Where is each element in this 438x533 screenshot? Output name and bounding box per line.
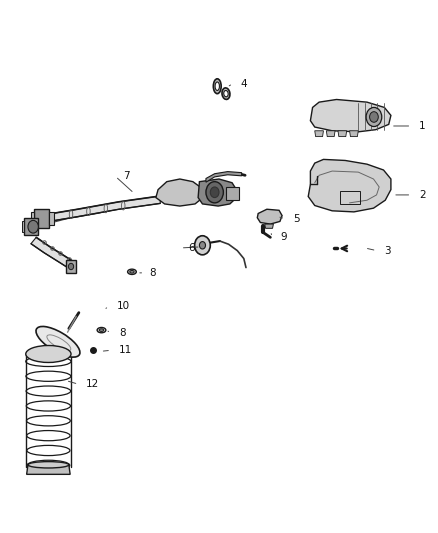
Text: 3: 3: [385, 246, 391, 256]
Polygon shape: [31, 213, 34, 225]
Polygon shape: [308, 159, 391, 212]
Circle shape: [68, 263, 74, 270]
Polygon shape: [49, 213, 53, 225]
Polygon shape: [311, 100, 391, 132]
Circle shape: [366, 108, 382, 126]
Polygon shape: [257, 209, 282, 224]
Text: 4: 4: [241, 78, 247, 88]
Ellipse shape: [130, 270, 134, 273]
Circle shape: [210, 187, 219, 198]
Polygon shape: [226, 187, 239, 200]
Text: 7: 7: [123, 172, 130, 181]
Ellipse shape: [26, 345, 71, 362]
Polygon shape: [315, 131, 323, 136]
Ellipse shape: [213, 79, 221, 94]
Circle shape: [370, 112, 378, 122]
Polygon shape: [338, 131, 346, 136]
Circle shape: [194, 236, 210, 255]
Ellipse shape: [222, 88, 230, 100]
Text: 9: 9: [280, 232, 286, 243]
Text: 8: 8: [119, 328, 126, 338]
Polygon shape: [198, 179, 237, 206]
Ellipse shape: [99, 329, 104, 332]
Polygon shape: [31, 237, 74, 269]
Polygon shape: [265, 224, 273, 228]
Text: 5: 5: [293, 214, 300, 224]
Ellipse shape: [224, 91, 228, 97]
Ellipse shape: [36, 326, 80, 357]
Polygon shape: [66, 260, 76, 273]
Text: 1: 1: [419, 121, 426, 131]
Polygon shape: [156, 179, 201, 206]
Polygon shape: [27, 465, 70, 474]
Text: 2: 2: [419, 190, 426, 200]
Ellipse shape: [127, 269, 136, 274]
Polygon shape: [326, 131, 335, 136]
Polygon shape: [206, 172, 242, 182]
Polygon shape: [25, 217, 38, 235]
Text: 6: 6: [188, 243, 195, 253]
Ellipse shape: [97, 327, 106, 333]
Text: 8: 8: [149, 268, 156, 278]
Circle shape: [206, 182, 223, 203]
Polygon shape: [34, 209, 49, 228]
Ellipse shape: [215, 82, 219, 91]
Ellipse shape: [28, 462, 69, 468]
Circle shape: [28, 220, 39, 233]
Polygon shape: [43, 196, 160, 222]
Polygon shape: [22, 221, 25, 232]
Polygon shape: [350, 131, 358, 136]
Text: 10: 10: [117, 301, 130, 311]
Text: 12: 12: [86, 379, 99, 389]
Text: 11: 11: [119, 345, 132, 356]
Circle shape: [199, 241, 205, 249]
